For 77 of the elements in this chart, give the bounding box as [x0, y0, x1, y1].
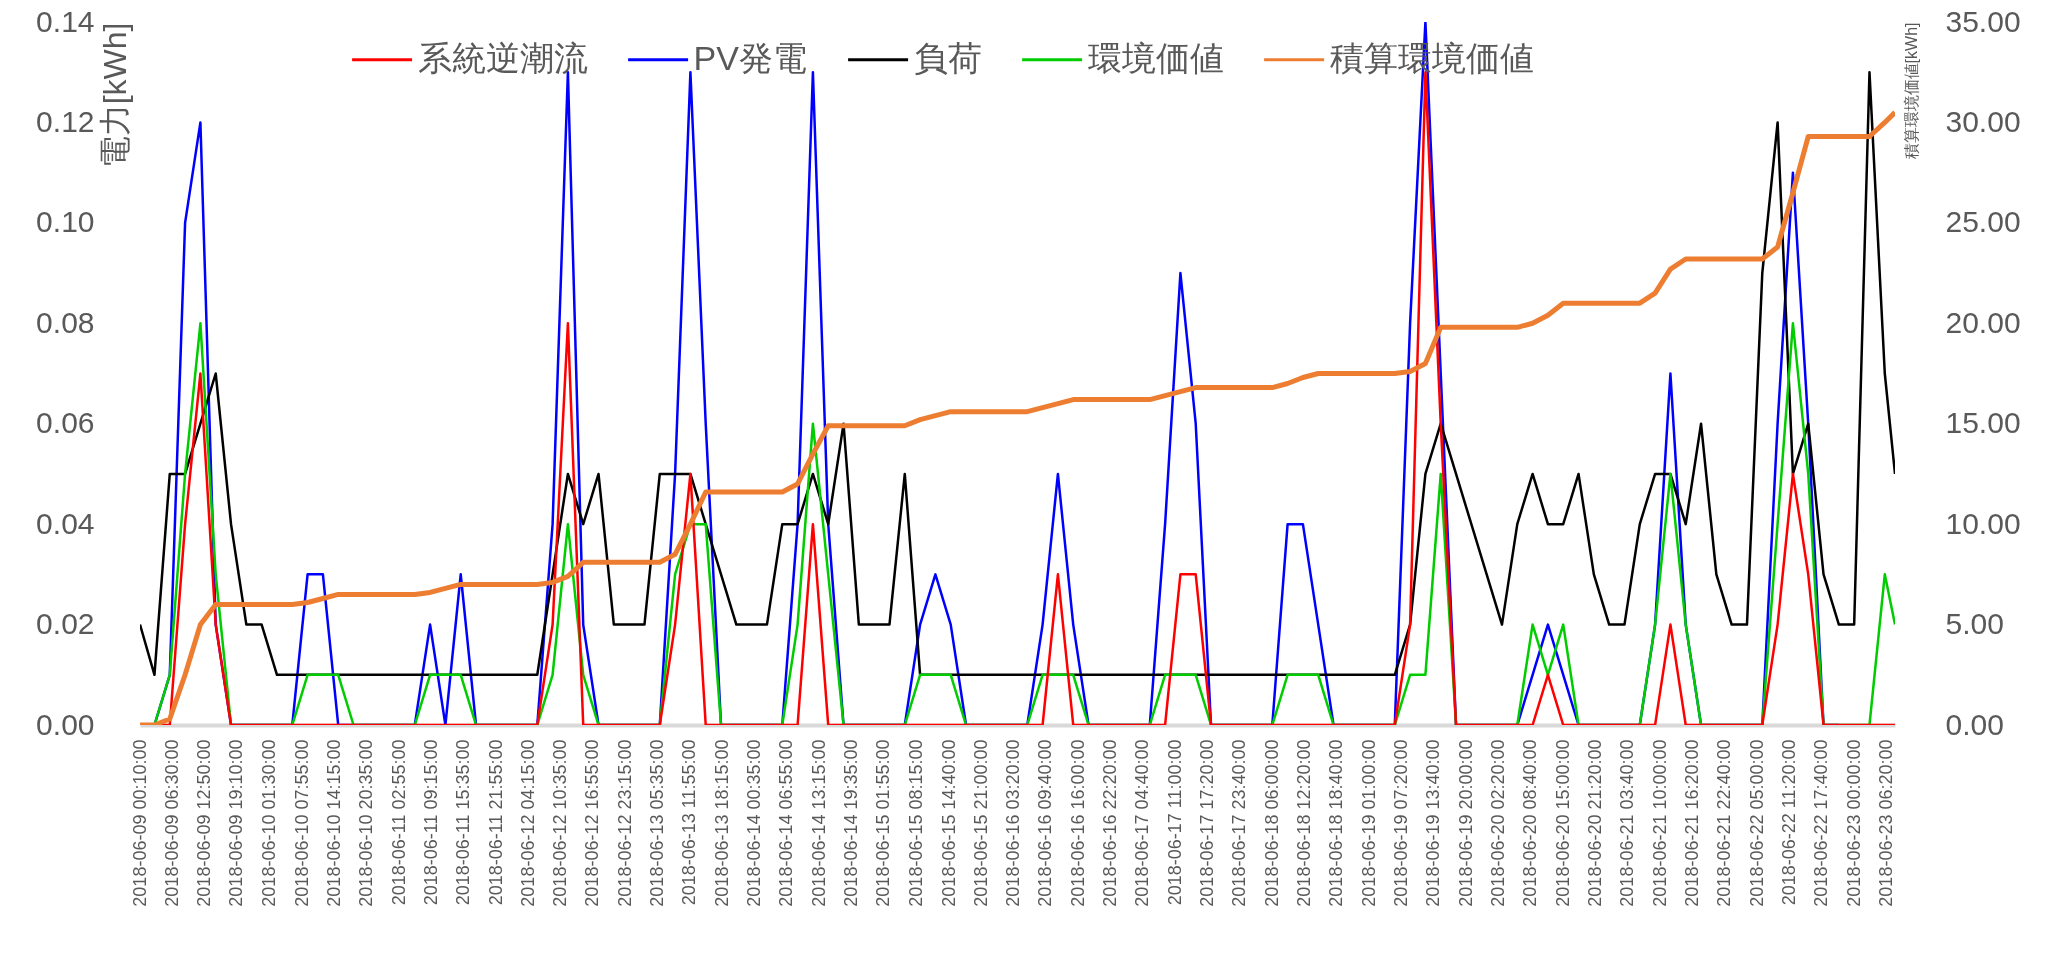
x-tick-label: 2018-06-13 05:35:00: [647, 739, 668, 907]
legend-label: 負荷: [913, 38, 982, 77]
x-tick-label: 2018-06-21 16:20:00: [1682, 739, 1703, 907]
x-tick-label: 2018-06-20 15:00:00: [1552, 739, 1573, 907]
x-tick-label: 2018-06-14 13:15:00: [808, 739, 829, 907]
x-tick-label: 2018-06-12 04:15:00: [517, 739, 538, 907]
x-tick-label: 2018-06-14 19:35:00: [841, 739, 862, 907]
y2-tick-label: 30.00: [1945, 104, 2021, 138]
x-tick-label: 2018-06-16 03:20:00: [1003, 739, 1024, 907]
x-tick-label: 2018-06-11 21:55:00: [485, 739, 506, 906]
x-tick-label: 2018-06-19 01:00:00: [1358, 739, 1379, 907]
x-tick-label: 2018-06-17 23:40:00: [1229, 739, 1250, 907]
x-tick-label: 2018-06-16 09:40:00: [1035, 739, 1056, 907]
x-tick-label: 2018-06-22 05:00:00: [1746, 739, 1767, 907]
legend-label: 環境価値: [1087, 38, 1224, 77]
x-tick-label: 2018-06-16 22:20:00: [1100, 739, 1121, 907]
x-tick-label: 2018-06-15 21:00:00: [970, 739, 991, 907]
y-tick-label: 0.04: [36, 506, 95, 540]
x-tick-label: 2018-06-10 14:15:00: [323, 739, 344, 907]
x-tick-label: 2018-06-11 15:35:00: [453, 739, 474, 906]
x-tick-label: 2018-06-19 07:20:00: [1391, 739, 1412, 907]
y-tick-label: 0.08: [36, 305, 95, 339]
x-tick-label: 2018-06-20 21:20:00: [1585, 739, 1606, 907]
x-tick-label: 2018-06-09 06:30:00: [161, 739, 182, 907]
legend-label: PV発電: [693, 38, 807, 77]
y2-tick-label: 20.00: [1945, 305, 2021, 339]
x-tick-label: 2018-06-22 17:40:00: [1811, 739, 1832, 907]
x-tick-label: 2018-06-09 00:10:00: [129, 739, 150, 907]
x-tick-label: 2018-06-19 20:00:00: [1455, 739, 1476, 907]
x-tick-label: 2018-06-22 11:20:00: [1779, 739, 1800, 906]
x-tick-label: 2018-06-09 12:50:00: [194, 739, 215, 907]
x-tick-label: 2018-06-14 06:55:00: [776, 739, 797, 907]
x-tick-label: 2018-06-18 18:40:00: [1326, 739, 1347, 907]
y2-tick-label: 5.00: [1945, 607, 2004, 641]
x-tick-label: 2018-06-21 03:40:00: [1617, 739, 1638, 907]
x-tick-label: 2018-06-11 09:15:00: [420, 739, 441, 906]
y-tick-label: 0.10: [36, 205, 95, 239]
y2-tick-label: 0.00: [1945, 707, 2004, 741]
x-tick-label: 2018-06-23 00:00:00: [1843, 739, 1864, 907]
y2-axis-title: 積算環境価値[kWh]: [1902, 22, 1920, 160]
y-tick-label: 0.12: [36, 104, 95, 138]
x-tick-label: 2018-06-21 22:40:00: [1714, 739, 1735, 907]
y2-tick-label: 15.00: [1945, 406, 2021, 440]
x-tick-label: 2018-06-14 00:35:00: [744, 739, 765, 907]
x-tick-label: 2018-06-12 16:55:00: [582, 739, 603, 907]
y2-tick-label: 10.00: [1945, 506, 2021, 540]
legend-label: 系統逆潮流: [417, 38, 588, 77]
x-tick-label: 2018-06-11 02:55:00: [388, 739, 409, 906]
y2-tick-label: 35.00: [1945, 4, 2021, 38]
x-tick-label: 2018-06-13 11:55:00: [679, 739, 700, 906]
x-tick-label: 2018-06-09 19:10:00: [226, 739, 247, 907]
x-tick-label: 2018-06-13 18:15:00: [711, 739, 732, 907]
y-axis-title: 電力[kWh]: [96, 22, 133, 169]
x-tick-label: 2018-06-15 14:40:00: [938, 739, 959, 907]
y2-tick-label: 25.00: [1945, 205, 2021, 239]
x-tick-label: 2018-06-23 06:20:00: [1875, 739, 1896, 907]
x-tick-label: 2018-06-15 08:15:00: [905, 739, 926, 907]
x-tick-label: 2018-06-20 08:40:00: [1520, 739, 1541, 907]
x-tick-label: 2018-06-20 02:20:00: [1488, 739, 1509, 907]
x-tick-label: 2018-06-17 17:20:00: [1197, 739, 1218, 907]
y-tick-label: 0.00: [36, 707, 95, 741]
x-tick-label: 2018-06-10 07:55:00: [291, 739, 312, 907]
x-tick-label: 2018-06-15 01:55:00: [873, 739, 894, 907]
x-tick-label: 2018-06-17 04:40:00: [1132, 739, 1153, 907]
y-tick-label: 0.06: [36, 406, 95, 440]
y-tick-label: 0.02: [36, 607, 95, 641]
x-tick-label: 2018-06-17 11:00:00: [1164, 739, 1185, 906]
x-tick-label: 2018-06-10 20:35:00: [356, 739, 377, 907]
x-tick-label: 2018-06-10 01:30:00: [258, 739, 279, 907]
x-tick-label: 2018-06-18 12:20:00: [1294, 739, 1315, 907]
x-tick-label: 2018-06-18 06:00:00: [1261, 739, 1282, 907]
x-tick-label: 2018-06-16 16:00:00: [1067, 739, 1088, 907]
x-tick-label: 2018-06-12 23:15:00: [614, 739, 635, 907]
x-tick-label: 2018-06-19 13:40:00: [1423, 739, 1444, 907]
x-tick-label: 2018-06-12 10:35:00: [550, 739, 571, 907]
x-tick-label: 2018-06-21 10:00:00: [1649, 739, 1670, 907]
y-tick-label: 0.14: [36, 4, 95, 38]
